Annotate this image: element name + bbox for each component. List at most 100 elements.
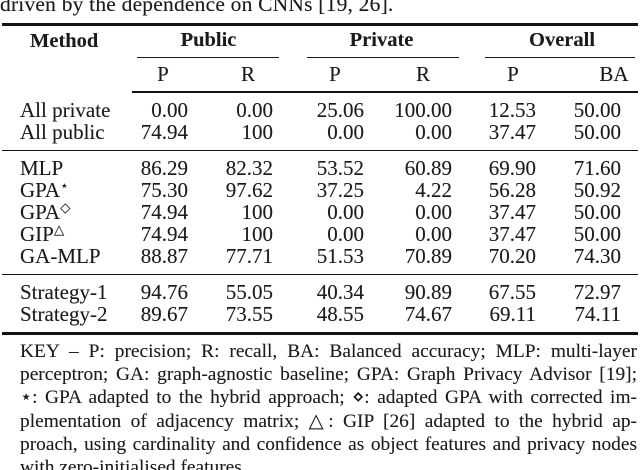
metric-cell: 50.00 (573, 98, 622, 122)
metric-cell: 71.60 (544, 150, 639, 179)
key-line: plementation of adjacency matrix; △: GIP… (20, 410, 637, 432)
method-label: GPA (20, 200, 61, 224)
metric-cell: 0.00 (151, 98, 188, 122)
key-line: with zero-initialised features. (20, 457, 247, 470)
metric-cell: 69.11 (489, 302, 537, 326)
method-label: GIP (20, 222, 54, 246)
metric-cell: 40.34 (281, 274, 373, 303)
metric-cell: 74.67 (404, 302, 453, 326)
method-cell: Strategy-1 (2, 274, 132, 304)
metric-cell: 56.28 (488, 178, 537, 202)
metric-cell: 75.30 (140, 178, 188, 202)
metric-cell: 53.52 (281, 150, 373, 179)
method-cell: GIP△ (2, 223, 132, 245)
metric-cell: 50.92 (573, 178, 622, 202)
method-label: Strategy-2 (20, 302, 108, 326)
metric-cell: 74.11 (574, 302, 622, 326)
metric-cell: 74.94 (140, 222, 188, 246)
metric-cell: 89.67 (140, 302, 188, 326)
method-cell: All private (2, 92, 132, 121)
metric-cell: 70.20 (488, 244, 537, 268)
group-header-private: Private (281, 25, 460, 58)
metric-cell: 100 (241, 120, 274, 144)
method-label: MLP (20, 156, 64, 180)
metric-cell: 72.97 (544, 274, 639, 303)
metric-cell: 88.87 (140, 244, 188, 268)
method-cell: All public (2, 121, 132, 151)
method-label: All private (20, 97, 111, 122)
table-row-strategy-1: Strategy-1 94.76 55.05 40.34 90.89 67.55… (2, 274, 639, 304)
metric-cell: 50.00 (573, 200, 622, 224)
table-row-gip-triangle: GIP△ 74.94 100 0.00 0.00 37.47 50.00 (2, 223, 638, 245)
cmidrule-private (307, 57, 460, 58)
metric-cell: 86.29 (132, 150, 206, 179)
triangle-superscript-icon: △ (53, 222, 65, 237)
metric-cell: 70.89 (404, 244, 453, 268)
metric-cell: 90.89 (372, 274, 461, 303)
metric-cell: 50.00 (573, 120, 622, 144)
metric-cell: 37.47 (488, 120, 537, 144)
group-label-overall: Overall (529, 29, 596, 51)
column-header-public-r: R (206, 58, 282, 93)
column-header-overall-p: P (460, 58, 545, 93)
metric-cell: 97.62 (225, 178, 274, 202)
metric-cell: 73.55 (225, 302, 274, 326)
metric-cell: 0.00 (327, 200, 365, 224)
method-cell: Strategy-2 (2, 303, 132, 334)
diamond-superscript-icon: ◇ (60, 200, 71, 215)
section-models: MLP 86.29 82.32 53.52 60.89 69.90 71.60 … (2, 150, 639, 275)
key-line: proach, using cardinality and confidence… (20, 433, 637, 455)
method-label: GPA (20, 178, 61, 202)
method-label: All public (20, 120, 105, 144)
metric-cell: 94.76 (132, 274, 206, 303)
metric-cell: 60.89 (372, 150, 461, 179)
column-header-private-p: P (281, 58, 373, 93)
column-header-overall-ba: BA (544, 58, 639, 93)
table-row-all-public: All public 74.94 100 0.00 0.00 37.47 50.… (2, 121, 638, 151)
metric-cell: 50.00 (573, 222, 622, 246)
metric-cell: 74.94 (140, 120, 188, 144)
metric-cell: 100.00 (394, 98, 453, 122)
table-row-ga-mlp: GA-MLP 88.87 77.71 51.53 70.89 70.20 74.… (2, 245, 638, 275)
method-label: Strategy-1 (20, 280, 108, 304)
subheader-row: P R P R P BA (2, 58, 639, 93)
column-header-public-p: P (132, 58, 206, 93)
section-strategies: Strategy-1 94.76 55.05 40.34 90.89 67.55… (2, 274, 639, 334)
table-row-gpa-star: GPA⋆ 75.30 97.62 37.25 4.22 56.28 50.92 (2, 179, 638, 201)
metric-cell: 100 (241, 200, 274, 224)
table-row-all-private: All private 0.00 0.00 25.06 100.00 12.53… (2, 92, 638, 122)
key-line: ⋆: GPA adapted to the hybrid approach; ⋄… (20, 387, 637, 409)
method-cell: GPA⋆ (2, 179, 132, 201)
metric-cell: 100 (241, 222, 274, 246)
column-header-private-r: R (372, 58, 461, 93)
group-label-public: Public (180, 29, 237, 51)
star-superscript-icon: ⋆ (60, 178, 69, 193)
metric-cell: 0.00 (236, 98, 274, 122)
key-line: KEY – P: precision; R: recall, BA: Balan… (20, 341, 637, 362)
metric-cell: 0.00 (415, 120, 453, 144)
metric-cell: 12.53 (488, 98, 537, 122)
group-header-row: Method Public Private Overall (2, 25, 638, 58)
metric-cell: 37.47 (488, 222, 537, 246)
method-label: GA-MLP (20, 244, 101, 268)
metric-cell: 0.00 (327, 222, 365, 246)
table-header: Method Public Private Overall P R P R (2, 25, 639, 93)
body-text-clipped-line: driven by the dependence on CNNs [19, 26… (0, 0, 394, 16)
metric-cell: 74.94 (140, 200, 188, 224)
column-header-method: Method (30, 30, 99, 52)
table-row-gpa-diamond: GPA◇ 74.94 100 0.00 0.00 37.47 50.00 (2, 201, 638, 223)
table-row-mlp: MLP 86.29 82.32 53.52 60.89 69.90 71.60 (2, 150, 639, 180)
table-key-caption: KEY – P: precision; R: recall, BA: Balan… (20, 340, 637, 470)
metric-cell: 0.00 (415, 222, 453, 246)
group-header-public: Public (132, 25, 281, 58)
cmidrule-public (137, 57, 280, 58)
metric-cell: 37.25 (316, 178, 365, 202)
group-header-overall: Overall (460, 25, 638, 58)
metric-cell: 74.30 (573, 244, 622, 268)
metric-cell: 51.53 (316, 244, 365, 268)
method-cell: GPA◇ (2, 201, 132, 223)
results-table: Method Public Private Overall P R P R (2, 23, 639, 335)
method-cell: MLP (2, 150, 132, 180)
metric-cell: 4.22 (415, 178, 453, 202)
